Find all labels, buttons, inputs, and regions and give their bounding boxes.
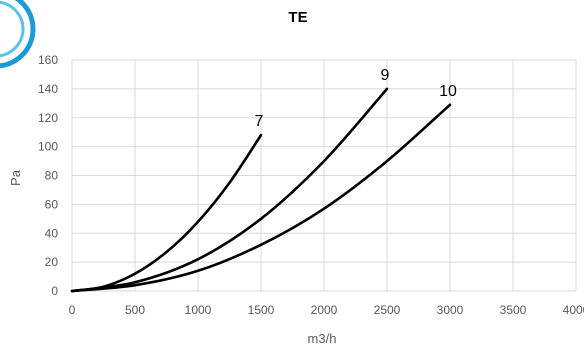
series-line-7: [72, 135, 261, 291]
y-tick-label: 20: [45, 255, 59, 269]
x-tick-label: 500: [125, 303, 145, 317]
logo-inner-arc: [0, 2, 23, 56]
y-tick-labels: 0 20 40 60 80 100 120 140 160: [38, 53, 58, 298]
chart-title: TE: [288, 9, 307, 26]
series-group: 7 9 10: [72, 67, 457, 291]
x-tick-label: 3000: [437, 303, 464, 317]
x-tick-label: 2500: [374, 303, 401, 317]
y-tick-label: 100: [38, 140, 58, 154]
series-label-10: 10: [439, 83, 457, 100]
series-line-9: [72, 89, 387, 291]
x-tick-label: 1000: [185, 303, 212, 317]
x-tick-label: 2000: [311, 303, 338, 317]
x-tick-label: 1500: [248, 303, 275, 317]
y-tick-label: 80: [45, 169, 59, 183]
y-tick-label: 40: [45, 226, 59, 240]
x-tick-labels: 0 500 1000 1500 2000 2500 3000 3500 4000: [69, 303, 584, 317]
y-axis-title: Pa: [8, 169, 23, 186]
y-tick-label: 160: [38, 53, 58, 67]
x-tick-label: 4000: [563, 303, 584, 317]
series-label-9: 9: [381, 67, 390, 84]
y-tick-label: 0: [51, 284, 58, 298]
y-tick-label: 120: [38, 111, 58, 125]
grid-lines: [72, 60, 576, 291]
y-tick-label: 60: [45, 197, 59, 211]
x-tick-label: 3500: [500, 303, 527, 317]
series-label-7: 7: [255, 113, 264, 130]
x-tick-label: 0: [69, 303, 76, 317]
brand-logo: [0, 0, 33, 66]
x-axis-title: m3/h: [308, 331, 337, 346]
y-tick-label: 140: [38, 82, 58, 96]
